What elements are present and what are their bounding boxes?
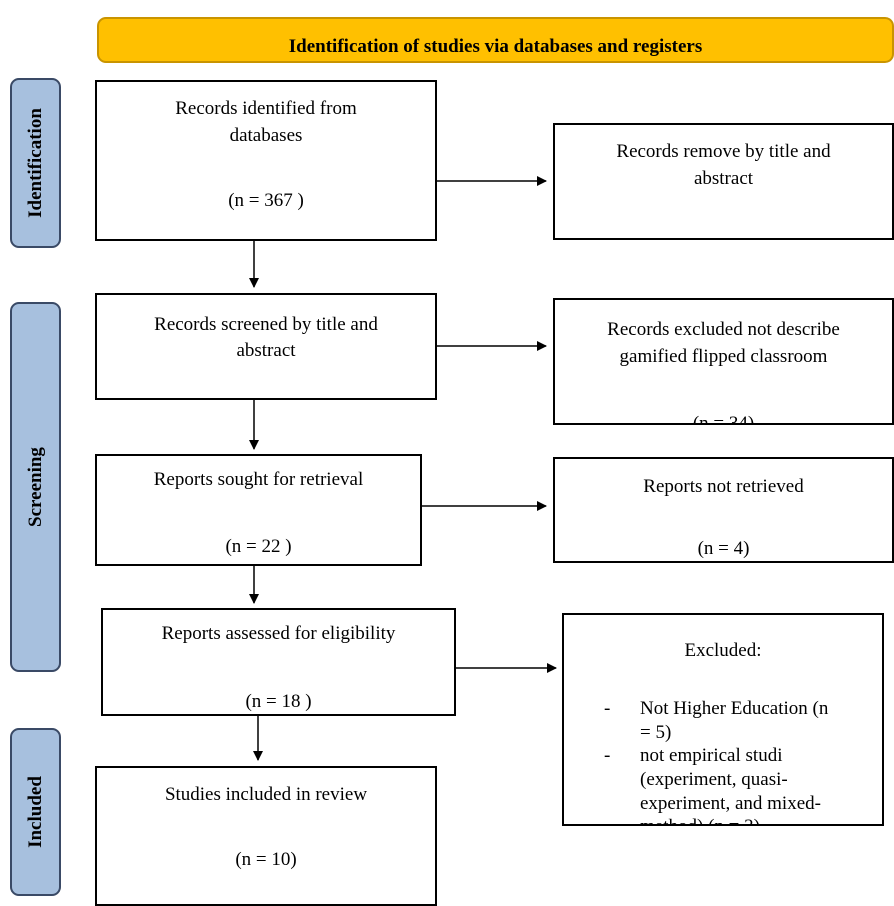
phase-included: Included — [10, 728, 61, 896]
excluded-bullet-1: - — [604, 698, 611, 719]
excluded-title: Excluded: — [684, 640, 762, 661]
reports-not-retrieved-line1: Reports not retrieved — [643, 476, 804, 497]
header-title: Identification of studies via databases … — [288, 36, 703, 57]
excluded-item1-line1: Not Higher Education (n — [640, 698, 829, 719]
records-screened-line2: abstract — [236, 340, 296, 361]
reports-assessed-box: Reports assessed for eligibility (n = 18… — [101, 608, 456, 716]
excluded-box: Excluded: - Not Higher Education (n = 5)… — [562, 613, 884, 826]
records-excluded-box: Records excluded not describe gamified f… — [553, 298, 894, 425]
excluded-item2-line2: (experiment, quasi- — [640, 769, 788, 790]
records-screened-box: Records screened by title and abstract — [95, 293, 437, 400]
excluded-item2-line3: experiment, and mixed- — [640, 793, 821, 814]
studies-included-line1: Studies included in review — [164, 784, 368, 805]
reports-assessed-count: (n = 18 ) — [245, 691, 312, 712]
studies-included-box: Studies included in review (n = 10) — [95, 766, 437, 906]
records-identified-count: (n = 367 ) — [228, 190, 304, 211]
reports-sought-line1: Reports sought for retrieval — [153, 469, 364, 490]
records-identified-box: Records identified from databases (n = 3… — [95, 80, 437, 241]
phase-screening: Screening — [10, 302, 61, 672]
excluded-item1-line2: = 5) — [640, 722, 672, 743]
records-removed-line2: abstract — [693, 168, 754, 189]
records-identified-line1: Records identified from — [175, 98, 357, 119]
records-removed-box: Records remove by title and abstract — [553, 123, 894, 240]
phase-identification: Identification — [10, 78, 61, 248]
reports-not-retrieved-box: Reports not retrieved (n = 4) — [553, 457, 894, 563]
excluded-item2-line1: not empirical studi — [640, 745, 783, 766]
records-excluded-count: (n = 34) — [692, 413, 755, 425]
reports-not-retrieved-count: (n = 4) — [697, 538, 750, 559]
records-excluded-line1: Records excluded not describe — [607, 319, 840, 340]
reports-sought-box: Reports sought for retrieval (n = 22 ) — [95, 454, 422, 566]
studies-included-count: (n = 10) — [235, 849, 297, 870]
records-identified-line2: databases — [229, 125, 303, 146]
header-bar: Identification of studies via databases … — [97, 17, 894, 63]
records-excluded-line2: gamified flipped classroom — [619, 346, 828, 367]
records-removed-line1: Records remove by title and — [616, 141, 831, 162]
excluded-bullet-2: - — [604, 745, 611, 766]
reports-assessed-line1: Reports assessed for eligibility — [161, 623, 396, 644]
reports-sought-count: (n = 22 ) — [225, 536, 292, 557]
excluded-item2-line4: method) (n = 3) — [640, 815, 760, 824]
records-screened-line1: Records screened by title and — [154, 314, 378, 335]
